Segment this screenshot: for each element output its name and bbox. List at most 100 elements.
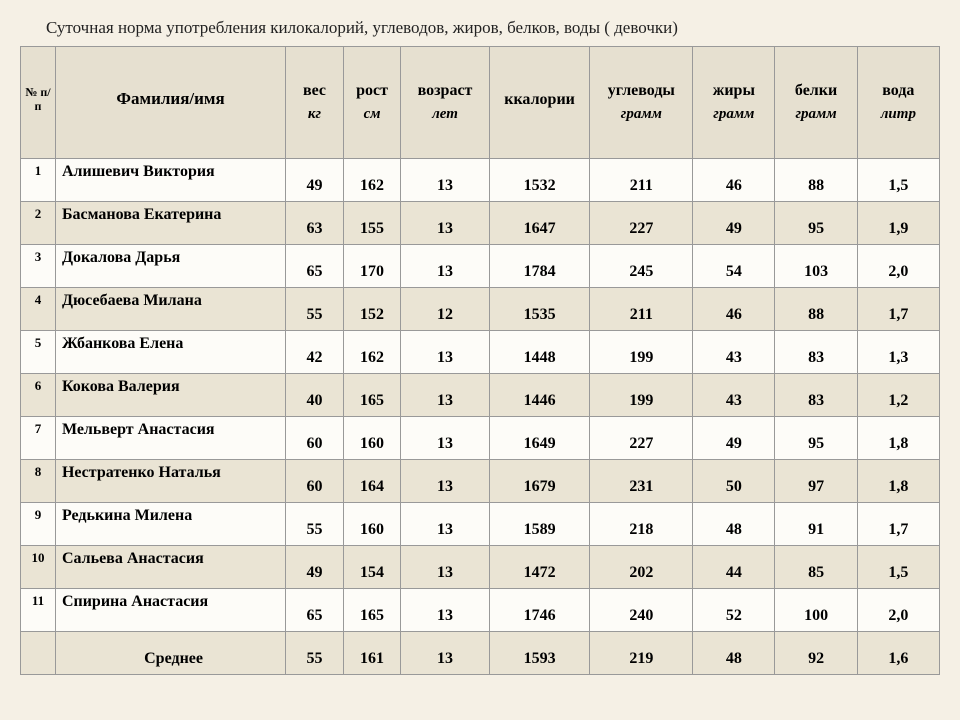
cell-h: 162 bbox=[343, 159, 401, 202]
cell-w: 65 bbox=[286, 589, 344, 632]
cell-name: Кокова Валерия bbox=[55, 374, 285, 417]
cell-carb: 211 bbox=[590, 159, 693, 202]
col-age: возраст лет bbox=[401, 47, 489, 159]
cell-carb: 199 bbox=[590, 331, 693, 374]
cell-index: 6 bbox=[21, 374, 56, 417]
cell-carb: 245 bbox=[590, 245, 693, 288]
col-carbs: углеводы грамм bbox=[590, 47, 693, 159]
cell-index: 4 bbox=[21, 288, 56, 331]
cell-carb: 231 bbox=[590, 460, 693, 503]
cell-name: Дюсебаева Милана bbox=[55, 288, 285, 331]
table-row: 2Басманова Екатерина6315513164722749951,… bbox=[21, 202, 940, 245]
col-index: № п/п bbox=[21, 47, 56, 159]
cell-h: 160 bbox=[343, 417, 401, 460]
cell-water: 1,6 bbox=[857, 632, 939, 675]
cell-fat: 43 bbox=[693, 374, 775, 417]
cell-kcal: 1746 bbox=[489, 589, 590, 632]
cell-kcal: 1446 bbox=[489, 374, 590, 417]
cell-w: 42 bbox=[286, 331, 344, 374]
cell-water: 1,9 bbox=[857, 202, 939, 245]
cell-age: 13 bbox=[401, 245, 489, 288]
cell-name: Мельверт Анастасия bbox=[55, 417, 285, 460]
cell-prot: 95 bbox=[775, 417, 857, 460]
cell-index: 11 bbox=[21, 589, 56, 632]
cell-age: 13 bbox=[401, 374, 489, 417]
cell-name: Жбанкова Елена bbox=[55, 331, 285, 374]
cell-index: 10 bbox=[21, 546, 56, 589]
table-row: 5Жбанкова Елена4216213144819943831,3 bbox=[21, 331, 940, 374]
cell-fat: 49 bbox=[693, 417, 775, 460]
cell-age: 13 bbox=[401, 202, 489, 245]
cell-w: 60 bbox=[286, 460, 344, 503]
cell-prot: 95 bbox=[775, 202, 857, 245]
table-row: 1Алишевич Виктория4916213153221146881,5 bbox=[21, 159, 940, 202]
cell-fat: 48 bbox=[693, 632, 775, 675]
cell-fat: 50 bbox=[693, 460, 775, 503]
col-protein: белки грамм bbox=[775, 47, 857, 159]
col-water: вода литр bbox=[857, 47, 939, 159]
cell-water: 1,3 bbox=[857, 331, 939, 374]
col-name: Фамилия/имя bbox=[55, 47, 285, 159]
cell-h: 162 bbox=[343, 331, 401, 374]
cell-h: 165 bbox=[343, 589, 401, 632]
col-kcal: ккалории bbox=[489, 47, 590, 159]
cell-prot: 88 bbox=[775, 159, 857, 202]
cell-fat: 54 bbox=[693, 245, 775, 288]
table-row: 10Сальева Анастасия4915413147220244851,5 bbox=[21, 546, 940, 589]
col-height: рост см bbox=[343, 47, 401, 159]
cell-water: 2,0 bbox=[857, 245, 939, 288]
cell-w: 49 bbox=[286, 546, 344, 589]
cell-h: 161 bbox=[343, 632, 401, 675]
cell-fat: 49 bbox=[693, 202, 775, 245]
cell-h: 170 bbox=[343, 245, 401, 288]
table-row: 6Кокова Валерия4016513144619943831,2 bbox=[21, 374, 940, 417]
cell-kcal: 1448 bbox=[489, 331, 590, 374]
cell-fat: 52 bbox=[693, 589, 775, 632]
cell-prot: 91 bbox=[775, 503, 857, 546]
cell-water: 1,8 bbox=[857, 417, 939, 460]
table-row: 8Нестратенко Наталья6016413167923150971,… bbox=[21, 460, 940, 503]
cell-age: 13 bbox=[401, 503, 489, 546]
cell-prot: 83 bbox=[775, 374, 857, 417]
cell-index: 7 bbox=[21, 417, 56, 460]
table-row-average: Среднее5516113159321948921,6 bbox=[21, 632, 940, 675]
table-row: 9Редькина Милена5516013158921848911,7 bbox=[21, 503, 940, 546]
cell-kcal: 1679 bbox=[489, 460, 590, 503]
cell-prot: 88 bbox=[775, 288, 857, 331]
cell-w: 60 bbox=[286, 417, 344, 460]
cell-fat: 46 bbox=[693, 159, 775, 202]
cell-name: Редькина Милена bbox=[55, 503, 285, 546]
cell-index: 5 bbox=[21, 331, 56, 374]
cell-name: Алишевич Виктория bbox=[55, 159, 285, 202]
cell-h: 152 bbox=[343, 288, 401, 331]
cell-name: Нестратенко Наталья bbox=[55, 460, 285, 503]
cell-age: 13 bbox=[401, 460, 489, 503]
cell-carb: 218 bbox=[590, 503, 693, 546]
table-row: 3Докалова Дарья65170131784245541032,0 bbox=[21, 245, 940, 288]
cell-prot: 103 bbox=[775, 245, 857, 288]
cell-index: 9 bbox=[21, 503, 56, 546]
cell-w: 65 bbox=[286, 245, 344, 288]
cell-water: 1,7 bbox=[857, 288, 939, 331]
page-title: Суточная норма употребления килокалорий,… bbox=[46, 18, 940, 38]
cell-water: 1,5 bbox=[857, 159, 939, 202]
cell-water: 1,8 bbox=[857, 460, 939, 503]
cell-kcal: 1647 bbox=[489, 202, 590, 245]
cell-water: 1,2 bbox=[857, 374, 939, 417]
cell-h: 154 bbox=[343, 546, 401, 589]
cell-age: 13 bbox=[401, 632, 489, 675]
cell-fat: 46 bbox=[693, 288, 775, 331]
nutrition-table: № п/п Фамилия/имя вес кг рост см возраст… bbox=[20, 46, 940, 675]
cell-age: 13 bbox=[401, 546, 489, 589]
cell-carb: 227 bbox=[590, 202, 693, 245]
cell-kcal: 1784 bbox=[489, 245, 590, 288]
col-weight: вес кг bbox=[286, 47, 344, 159]
col-fat: жиры грамм bbox=[693, 47, 775, 159]
cell-name: Басманова Екатерина bbox=[55, 202, 285, 245]
cell-w: 55 bbox=[286, 288, 344, 331]
cell-w: 40 bbox=[286, 374, 344, 417]
cell-water: 1,5 bbox=[857, 546, 939, 589]
cell-water: 1,7 bbox=[857, 503, 939, 546]
cell-prot: 97 bbox=[775, 460, 857, 503]
cell-age: 13 bbox=[401, 159, 489, 202]
